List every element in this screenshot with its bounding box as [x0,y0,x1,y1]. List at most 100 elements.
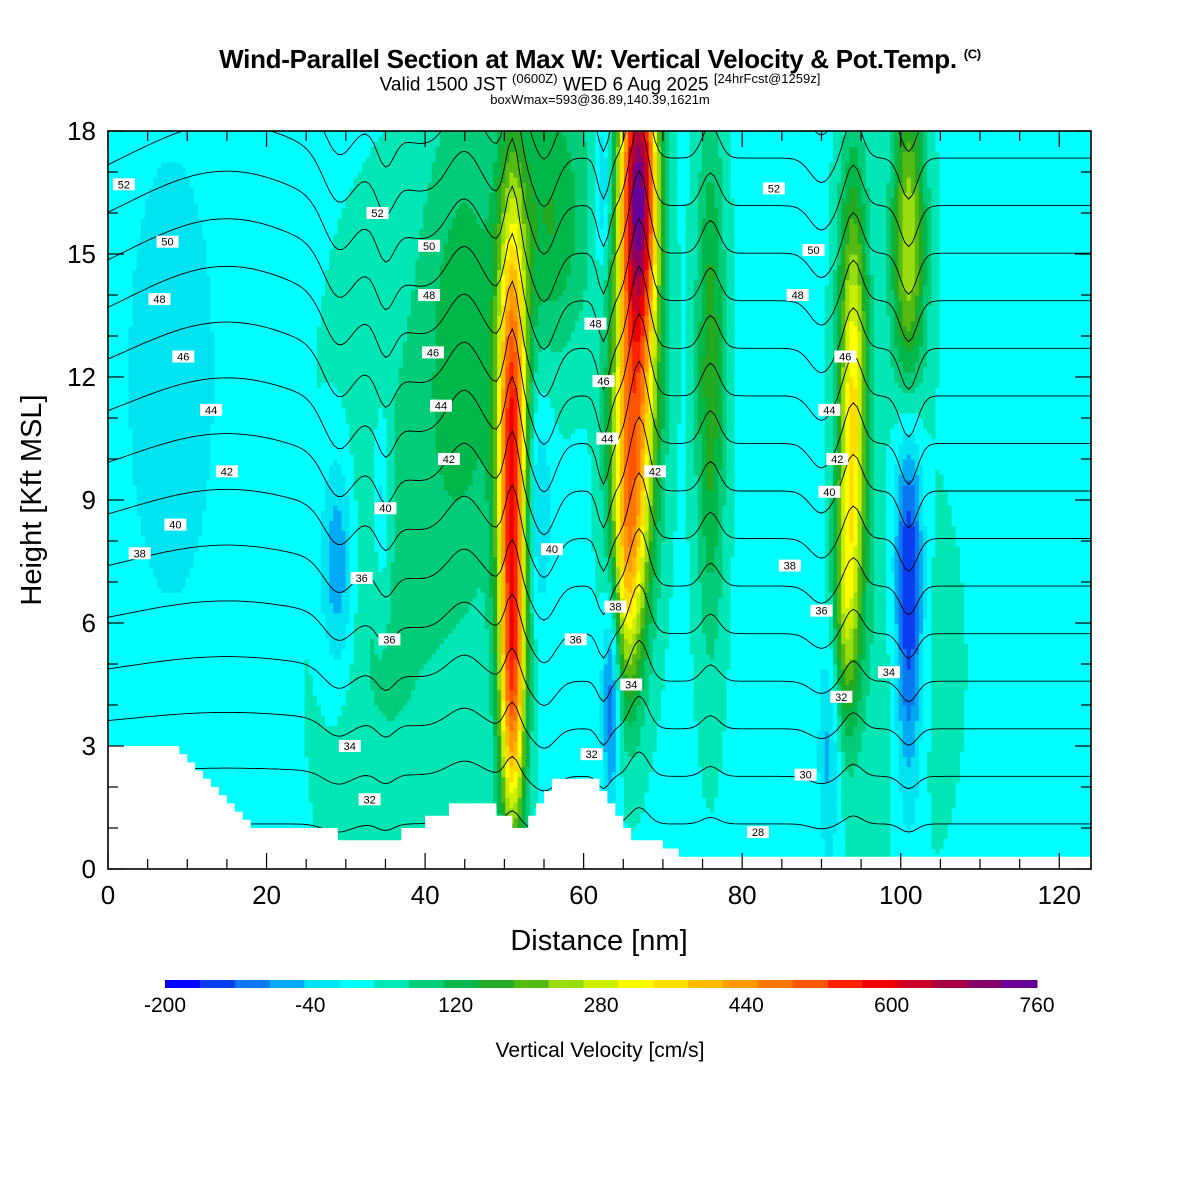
isentrope-line [108,217,1091,350]
valid-utc: (0600Z) [512,71,558,86]
theta-contour-label: 36 [564,633,587,646]
theta-contour-label: 46 [422,346,444,359]
colorbar-label: 120 [438,994,473,1017]
isentrope-line [529,131,920,160]
theta-label-text: 38 [609,602,621,614]
theta-label-text: 46 [839,352,851,364]
colorbar-swatch [409,980,445,988]
theta-label-text: 50 [423,241,435,253]
isentrope-line [108,583,1091,664]
chart-title: Wind-Parallel Section at Max W: Vertical… [0,44,1200,75]
theta-contour-label: 42 [826,453,849,466]
colorbar-label: 280 [583,994,618,1017]
theta-contour-label: 40 [818,485,841,499]
theta-label-text: 40 [823,487,835,499]
theta-contour-label: 32 [830,690,853,704]
x-tick-label: 80 [728,880,757,910]
x-tick-label: 40 [411,880,440,910]
theta-contour-label: 48 [418,289,441,302]
colorbar-swatch [932,980,968,988]
x-axis-label: Distance [nm] [510,925,687,957]
theta-contour-label: 44 [430,399,452,413]
theta-contour-label: 36 [810,604,833,618]
theta-label-text: 44 [435,401,447,413]
theta-label-text: 44 [601,434,613,446]
x-tick-label: 20 [252,880,281,910]
colorbar-swatch [757,980,794,988]
y-axis-label: Height [Kft MSL] [16,394,48,605]
theta-label-text: 36 [356,573,368,585]
theta-label-text: 34 [883,667,895,679]
theta-label-text: 44 [205,405,217,417]
theta-contour-label: 50 [802,243,825,257]
y-tick-label: 0 [82,854,96,884]
colorbar-label: -200 [144,994,186,1017]
theta-contour-label: 42 [644,465,666,478]
colorbar-swatch [792,980,829,988]
y-tick-label: 15 [67,239,96,269]
isentrope-line [108,527,1091,621]
colorbar-swatch [304,980,340,988]
theta-label-text: 52 [118,179,130,191]
isentrope-line [108,360,1091,493]
y-tick-label: 6 [82,608,96,638]
isentrope-line [108,0,1091,64]
colorbar-swatch [269,980,306,988]
theta-contour-label: 38 [778,559,801,573]
colorbar-swatch [513,980,550,988]
theta-label-text: 34 [625,680,637,692]
colorbar-swatch [583,980,619,988]
colorbar-swatch [339,980,375,988]
colorbar-label: 440 [729,994,764,1017]
x-tick-label: 100 [879,880,922,910]
theta-contour-label: 34 [620,678,643,692]
theta-contour-label: 50 [418,239,441,253]
theta-contour-label: 44 [596,432,619,446]
theta-label-text: 32 [835,692,847,704]
theta-label-text: 34 [344,741,356,753]
colorbar-swatch [548,980,585,988]
theta-label-text: 36 [383,634,395,646]
isentrope-line [108,416,1091,536]
x-tick-label: 0 [101,880,115,910]
theta-label-text: 36 [570,634,582,646]
chart-subtitle: Valid 1500 JST (0600Z) WED 6 Aug 2025 [2… [0,71,1200,96]
isentrope-line [108,695,1091,749]
colorbar-swatch [723,980,759,988]
theta-label-text: 42 [649,466,661,478]
colorbar-label: 760 [1019,994,1054,1017]
y-tick-label: 18 [67,116,96,146]
theta-label-text: 50 [807,245,819,257]
theta-label-text: 50 [161,237,173,249]
isentrope-line [108,472,1091,579]
theta-contour-label: 50 [156,235,179,249]
colorbar-swatch [199,980,236,988]
theta-contour-label: 42 [215,465,238,478]
y-tick-label: 9 [82,485,96,515]
theta-label-text: 32 [363,794,375,806]
colorbar-swatch [234,980,271,988]
theta-contour-label: 38 [604,600,627,614]
theta-label-text: 44 [823,405,835,417]
colorbar-title: Vertical Velocity [cm/s] [496,1039,705,1062]
theta-contour-label: 48 [786,289,809,302]
isentrope-line [108,170,1091,303]
theta-contour-label: 32 [358,793,381,806]
theta-contour-label: 44 [200,403,223,417]
theta-label-text: 40 [379,503,391,515]
potential-temperature-contours [108,0,1091,869]
theta-label-text: 48 [792,290,804,302]
x-tick-label: 120 [1038,880,1081,910]
theta-contour-label: 46 [172,350,195,364]
theta-label-text: 46 [427,347,439,359]
x-tick-label: 60 [569,880,598,910]
chart-title-suffix: (C) [963,46,981,62]
theta-label-text: 52 [768,183,780,195]
theta-contour-label: 34 [877,666,900,679]
theta-label-text: 40 [169,520,181,532]
valid-time: Valid 1500 JST [379,74,507,96]
theta-label-text: 52 [371,208,383,220]
colorbar-label: -40 [295,994,325,1017]
colorbar-swatch [688,980,724,988]
